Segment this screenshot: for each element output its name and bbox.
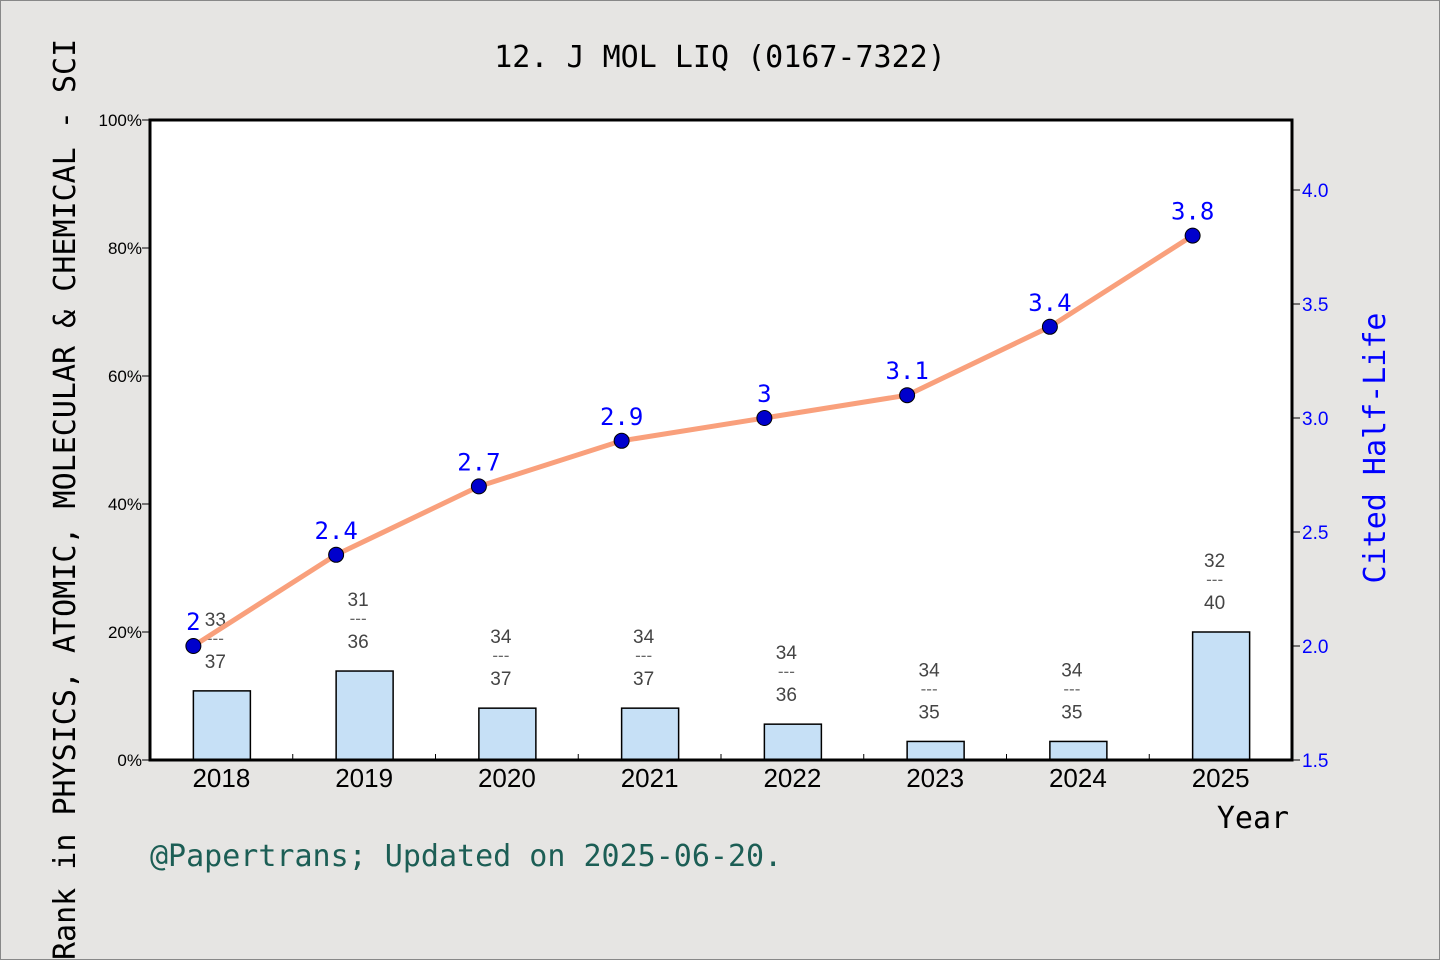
bar	[192, 690, 252, 761]
bar	[906, 740, 965, 761]
right-tick-label: 3.0	[1302, 409, 1328, 430]
left-tick-label: 100%	[99, 111, 142, 130]
bar	[1191, 631, 1251, 761]
x-tick-label: 2023	[906, 763, 964, 793]
bar-total-label: 35	[1061, 702, 1082, 723]
bar-total-label: 40	[1204, 593, 1225, 614]
chart-title: 12. J MOL LIQ (0167-7322)	[494, 40, 946, 75]
bar-rank-label: 32	[1204, 551, 1225, 572]
left-tick-label: 80%	[108, 239, 142, 258]
bar-rank-label: 31	[348, 590, 369, 611]
line-value-label: 3.4	[1028, 289, 1071, 317]
line-value-label: 2.7	[457, 448, 500, 476]
line-value-label: 2.9	[600, 403, 643, 431]
bar-separator: ---	[778, 662, 795, 681]
right-axis-label: Cited Half-Life	[1358, 313, 1393, 584]
bar	[1049, 740, 1108, 761]
bar-separator: ---	[350, 609, 367, 628]
bar-total-label: 37	[205, 652, 226, 673]
bar-total-label: 37	[633, 669, 654, 690]
right-tick-label: 4.0	[1302, 181, 1328, 202]
right-tick-label: 2.0	[1302, 637, 1328, 658]
line-marker	[1184, 227, 1201, 244]
bar-separator: ---	[492, 646, 509, 665]
left-tick-label: 0%	[117, 751, 142, 770]
bar	[620, 707, 680, 761]
bar-separator: ---	[635, 646, 652, 665]
line-marker	[470, 478, 487, 495]
bar-separator: ---	[1206, 570, 1223, 589]
left-tick-label: 20%	[108, 623, 142, 642]
bar-rank-label: 34	[776, 643, 798, 664]
footer-credit: @Papertrans; Updated on 2025-06-20.	[150, 839, 782, 874]
x-tick-label: 2021	[621, 763, 679, 793]
line-marker	[1041, 318, 1058, 335]
line-value-label: 3.1	[885, 357, 928, 385]
bar-total-label: 37	[490, 669, 511, 690]
bar-rank-label: 34	[919, 660, 941, 681]
bar	[335, 670, 394, 761]
left-tick-label: 60%	[108, 367, 142, 386]
x-tick-label: 2025	[1192, 763, 1250, 793]
line-value-label: 3.8	[1171, 198, 1214, 226]
right-tick-label: 1.5	[1302, 751, 1328, 772]
right-tick-label: 2.5	[1302, 523, 1328, 544]
bar-total-label: 36	[776, 685, 797, 706]
line-marker	[613, 432, 630, 449]
bar-separator: ---	[921, 679, 938, 698]
x-tick-label: 2019	[335, 763, 393, 793]
left-axis-label: Rank in PHYSICS, ATOMIC, MOLECULAR & CHE…	[48, 39, 83, 960]
x-tick-label: 2018	[192, 763, 250, 793]
x-tick-label: 2022	[763, 763, 821, 793]
line-marker	[899, 387, 916, 404]
x-axis-label: Year	[1217, 801, 1289, 836]
line-marker	[756, 410, 773, 426]
series-line	[192, 233, 1194, 649]
bar-separator: ---	[1063, 679, 1080, 698]
line-marker	[185, 638, 202, 654]
bar-rank-label: 34	[633, 627, 655, 648]
x-tick-label: 2020	[478, 763, 536, 793]
bar	[478, 707, 537, 761]
line-value-label: 3	[757, 380, 771, 408]
right-tick-label: 3.5	[1302, 295, 1328, 316]
line-value-label: 2	[186, 608, 200, 636]
bar-rank-label: 34	[490, 627, 512, 648]
left-tick-label: 40%	[108, 495, 142, 514]
line-marker	[328, 546, 345, 563]
bar-total-label: 35	[919, 702, 940, 723]
line-value-label: 2.4	[314, 517, 357, 545]
plot-border	[148, 118, 1294, 762]
bar	[763, 723, 823, 761]
x-tick-label: 2024	[1049, 763, 1107, 793]
bar-total-label: 36	[348, 632, 369, 653]
plot-area	[150, 120, 1292, 760]
bar-rank-label: 34	[1061, 660, 1083, 681]
